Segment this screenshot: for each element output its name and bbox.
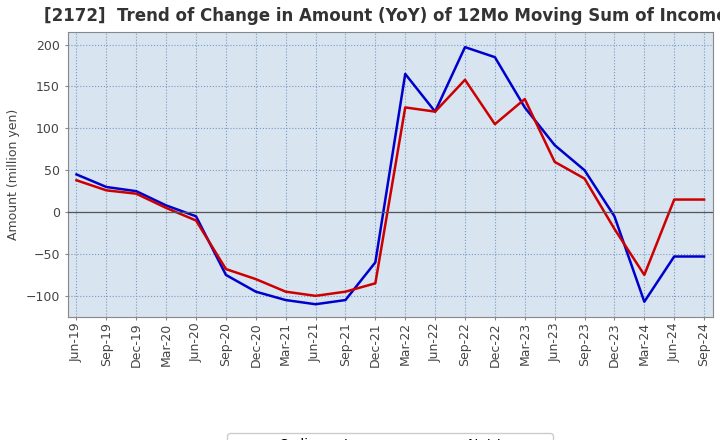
Net Income — [282, 289, 290, 294]
Ordinary Income — [251, 289, 260, 294]
Title: [2172]  Trend of Change in Amount (YoY) of 12Mo Moving Sum of Incomes: [2172] Trend of Change in Amount (YoY) o… — [43, 7, 720, 25]
Ordinary Income — [610, 214, 618, 219]
Net Income — [670, 197, 678, 202]
Net Income — [640, 272, 649, 278]
Ordinary Income — [580, 168, 589, 173]
Net Income — [222, 267, 230, 272]
Net Income — [431, 109, 439, 114]
Net Income — [102, 188, 111, 193]
Ordinary Income — [431, 109, 439, 114]
Ordinary Income — [371, 260, 379, 265]
Net Income — [700, 197, 708, 202]
Ordinary Income — [282, 297, 290, 303]
Net Income — [72, 178, 81, 183]
Ordinary Income — [341, 297, 350, 303]
Ordinary Income — [72, 172, 81, 177]
Ordinary Income — [461, 44, 469, 50]
Net Income — [461, 77, 469, 82]
Net Income — [490, 121, 499, 127]
Ordinary Income — [162, 203, 171, 208]
Net Income — [401, 105, 410, 110]
Ordinary Income — [550, 143, 559, 148]
Ordinary Income — [640, 299, 649, 304]
Ordinary Income — [670, 254, 678, 259]
Ordinary Income — [222, 272, 230, 278]
Net Income — [550, 159, 559, 165]
Ordinary Income — [102, 184, 111, 190]
Ordinary Income — [192, 214, 200, 219]
Net Income — [371, 281, 379, 286]
Net Income — [311, 293, 320, 298]
Line: Net Income: Net Income — [76, 80, 704, 296]
Ordinary Income — [700, 254, 708, 259]
Line: Ordinary Income: Ordinary Income — [76, 47, 704, 304]
Legend: Ordinary Income, Net Income: Ordinary Income, Net Income — [228, 433, 553, 440]
Ordinary Income — [311, 301, 320, 307]
Net Income — [610, 226, 618, 231]
Net Income — [251, 276, 260, 282]
Ordinary Income — [521, 105, 529, 110]
Net Income — [580, 176, 589, 181]
Ordinary Income — [401, 71, 410, 77]
Net Income — [162, 205, 171, 211]
Y-axis label: Amount (million yen): Amount (million yen) — [7, 109, 20, 240]
Ordinary Income — [132, 188, 140, 194]
Net Income — [341, 289, 350, 294]
Net Income — [521, 96, 529, 102]
Net Income — [192, 218, 200, 223]
Net Income — [132, 191, 140, 196]
Ordinary Income — [490, 55, 499, 60]
